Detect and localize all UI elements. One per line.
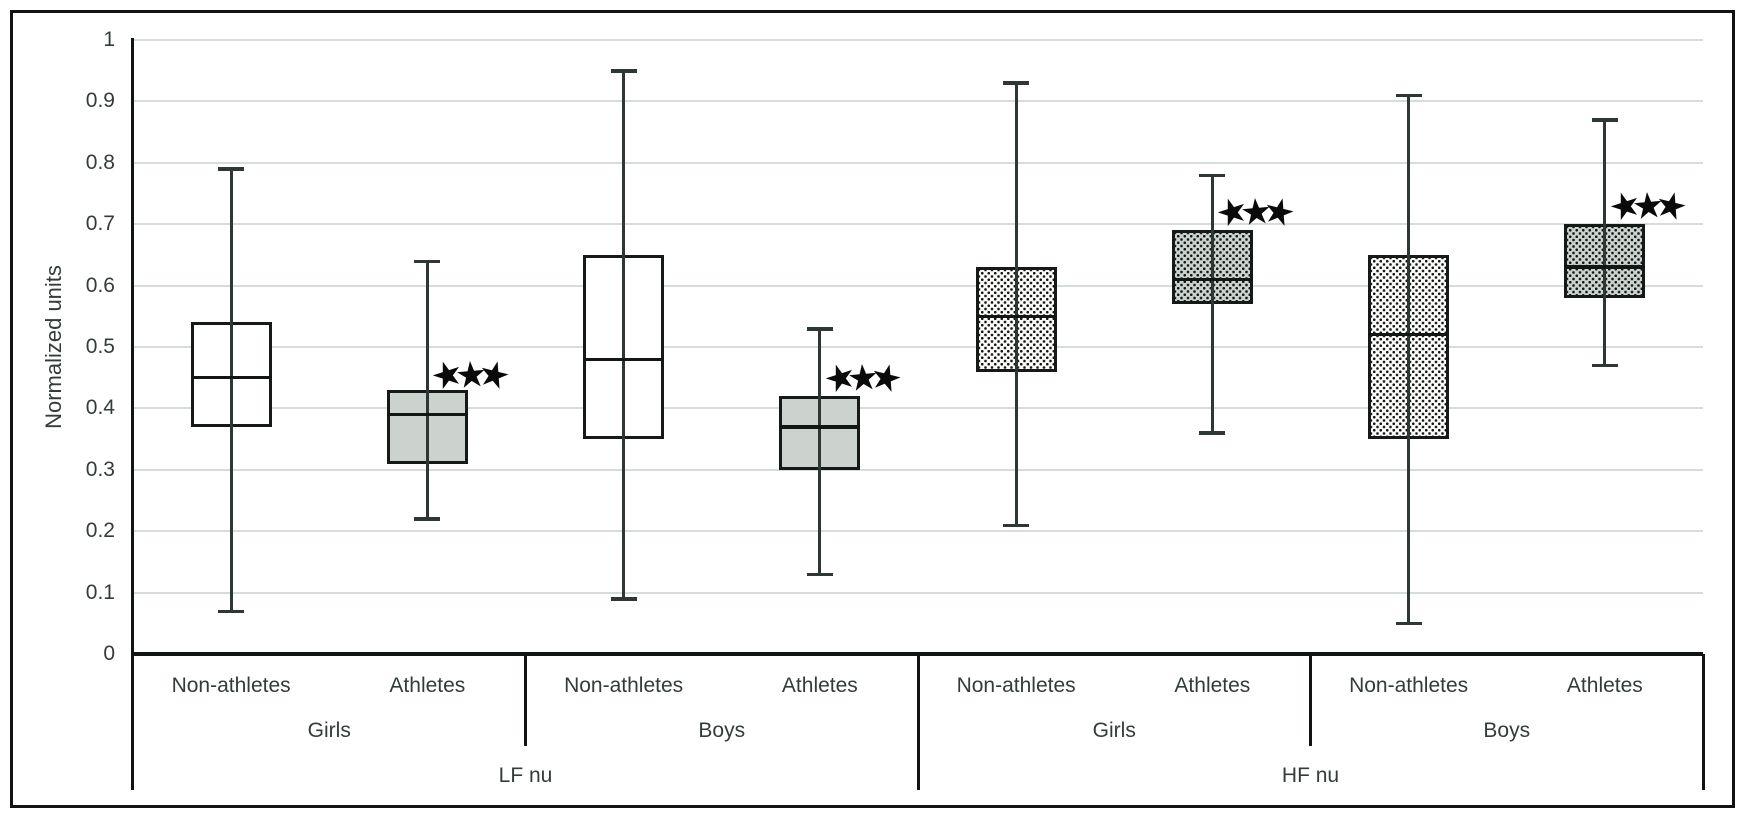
y-tick-label-0.8: 0.8 bbox=[85, 150, 115, 174]
median-lf-nu-boys-non-athletes bbox=[583, 357, 665, 362]
x-label-section-1: HF nu bbox=[1281, 764, 1340, 787]
divider-hf-girls-boys bbox=[1309, 654, 1312, 746]
whisker-lf-nu-girls-non-athletes bbox=[229, 168, 233, 612]
median-lf-nu-girls-non-athletes bbox=[190, 375, 272, 380]
gridline-0.2 bbox=[133, 530, 1703, 533]
median-lf-nu-boys-athletes bbox=[779, 425, 861, 429]
whisker-lf-nu-boys-athletes bbox=[818, 328, 822, 575]
x-label-group-3: Athletes bbox=[781, 674, 858, 697]
whisker-lf-nu-boys-non-athletes bbox=[622, 70, 626, 599]
x-label-group-4: Non-athletes bbox=[956, 674, 1076, 697]
x-label-sex-3: Boys bbox=[1483, 719, 1531, 742]
y-tick-label-0.1: 0.1 bbox=[85, 580, 115, 604]
whisker-hf-nu-girls-athletes bbox=[1210, 175, 1214, 433]
whisker-cap-bottom-lf-nu-boys-non-athletes bbox=[610, 597, 637, 601]
whisker-cap-bottom-hf-nu-girls-non-athletes bbox=[1003, 523, 1030, 528]
median-hf-nu-girls-athletes bbox=[1171, 277, 1253, 282]
y-tick-label-0.7: 0.7 bbox=[85, 212, 115, 236]
gridline-0.9 bbox=[133, 100, 1703, 103]
whisker-hf-nu-boys-non-athletes bbox=[1407, 95, 1411, 624]
median-hf-nu-boys-non-athletes bbox=[1368, 332, 1450, 337]
x-label-section-0: LF nu bbox=[498, 764, 553, 787]
gridline-0.3 bbox=[133, 468, 1703, 471]
whisker-cap-bottom-lf-nu-girls-athletes bbox=[414, 517, 441, 521]
gridline-0.7 bbox=[133, 223, 1703, 226]
x-label-group-7: Athletes bbox=[1566, 674, 1643, 697]
significance-stars-lf-nu-girls-athletes: ★★★ bbox=[426, 350, 515, 399]
y-tick-label-1: 1 bbox=[103, 28, 115, 51]
y-tick-label-0.5: 0.5 bbox=[85, 335, 115, 358]
whisker-cap-top-hf-nu-boys-non-athletes bbox=[1395, 93, 1422, 98]
y-tick-label-0: 0 bbox=[103, 642, 115, 665]
significance-stars-hf-nu-boys-athletes: ★★★ bbox=[1603, 181, 1692, 230]
median-hf-nu-boys-athletes bbox=[1564, 265, 1646, 269]
whisker-cap-top-hf-nu-boys-athletes bbox=[1591, 118, 1618, 122]
gridline-0.1 bbox=[133, 591, 1703, 594]
whisker-cap-top-lf-nu-boys-athletes bbox=[806, 327, 833, 331]
y-tick-label-0.6: 0.6 bbox=[85, 273, 115, 297]
median-hf-nu-girls-non-athletes bbox=[975, 314, 1057, 319]
x-label-group-2: Non-athletes bbox=[564, 674, 684, 697]
x-label-sex-1: Boys bbox=[698, 719, 746, 742]
x-label-group-6: Non-athletes bbox=[1349, 674, 1469, 697]
gridline-0.5 bbox=[133, 346, 1703, 348]
y-tick-label-0.4: 0.4 bbox=[85, 396, 115, 420]
median-lf-nu-girls-athletes bbox=[386, 412, 468, 417]
whisker-cap-bottom-lf-nu-boys-athletes bbox=[806, 572, 833, 577]
divider-right-end bbox=[1701, 654, 1705, 790]
whisker-hf-nu-boys-athletes bbox=[1603, 119, 1607, 366]
x-label-group-5: Athletes bbox=[1174, 674, 1251, 697]
y-tick-label-0.3: 0.3 bbox=[85, 457, 115, 481]
gridline-0.4 bbox=[133, 407, 1703, 410]
whisker-cap-bottom-hf-nu-boys-athletes bbox=[1591, 363, 1618, 368]
whisker-cap-top-lf-nu-girls-non-athletes bbox=[218, 167, 245, 171]
figure-frame bbox=[10, 10, 1735, 808]
significance-stars-hf-nu-girls-athletes: ★★★ bbox=[1211, 187, 1300, 236]
whisker-cap-bottom-lf-nu-girls-non-athletes bbox=[218, 609, 245, 614]
whisker-cap-top-lf-nu-girls-athletes bbox=[414, 259, 441, 264]
whisker-hf-nu-girls-non-athletes bbox=[1014, 82, 1018, 526]
whisker-lf-nu-girls-athletes bbox=[425, 261, 429, 519]
y-tick-label-0.2: 0.2 bbox=[85, 519, 115, 543]
divider-lf-hf bbox=[916, 654, 920, 790]
divider-lf-girls-boys bbox=[524, 654, 527, 746]
whisker-cap-bottom-hf-nu-girls-athletes bbox=[1199, 431, 1226, 435]
x-label-sex-2: Girls bbox=[1092, 719, 1136, 742]
x-label-sex-0: Girls bbox=[307, 719, 351, 742]
whisker-cap-top-hf-nu-girls-non-athletes bbox=[1003, 81, 1030, 85]
gridline-1 bbox=[133, 39, 1703, 41]
x-label-group-1: Athletes bbox=[389, 674, 466, 697]
gridline-0.8 bbox=[133, 161, 1703, 164]
y-axis-line bbox=[131, 38, 134, 790]
significance-stars-lf-nu-boys-athletes: ★★★ bbox=[818, 353, 907, 402]
x-label-group-0: Non-athletes bbox=[171, 674, 291, 697]
whisker-cap-top-hf-nu-girls-athletes bbox=[1199, 173, 1226, 178]
whisker-cap-top-lf-nu-boys-non-athletes bbox=[610, 69, 637, 73]
whisker-cap-bottom-hf-nu-boys-non-athletes bbox=[1395, 621, 1422, 626]
gridline-0.6 bbox=[133, 284, 1703, 287]
y-tick-label-0.9: 0.9 bbox=[85, 89, 115, 113]
